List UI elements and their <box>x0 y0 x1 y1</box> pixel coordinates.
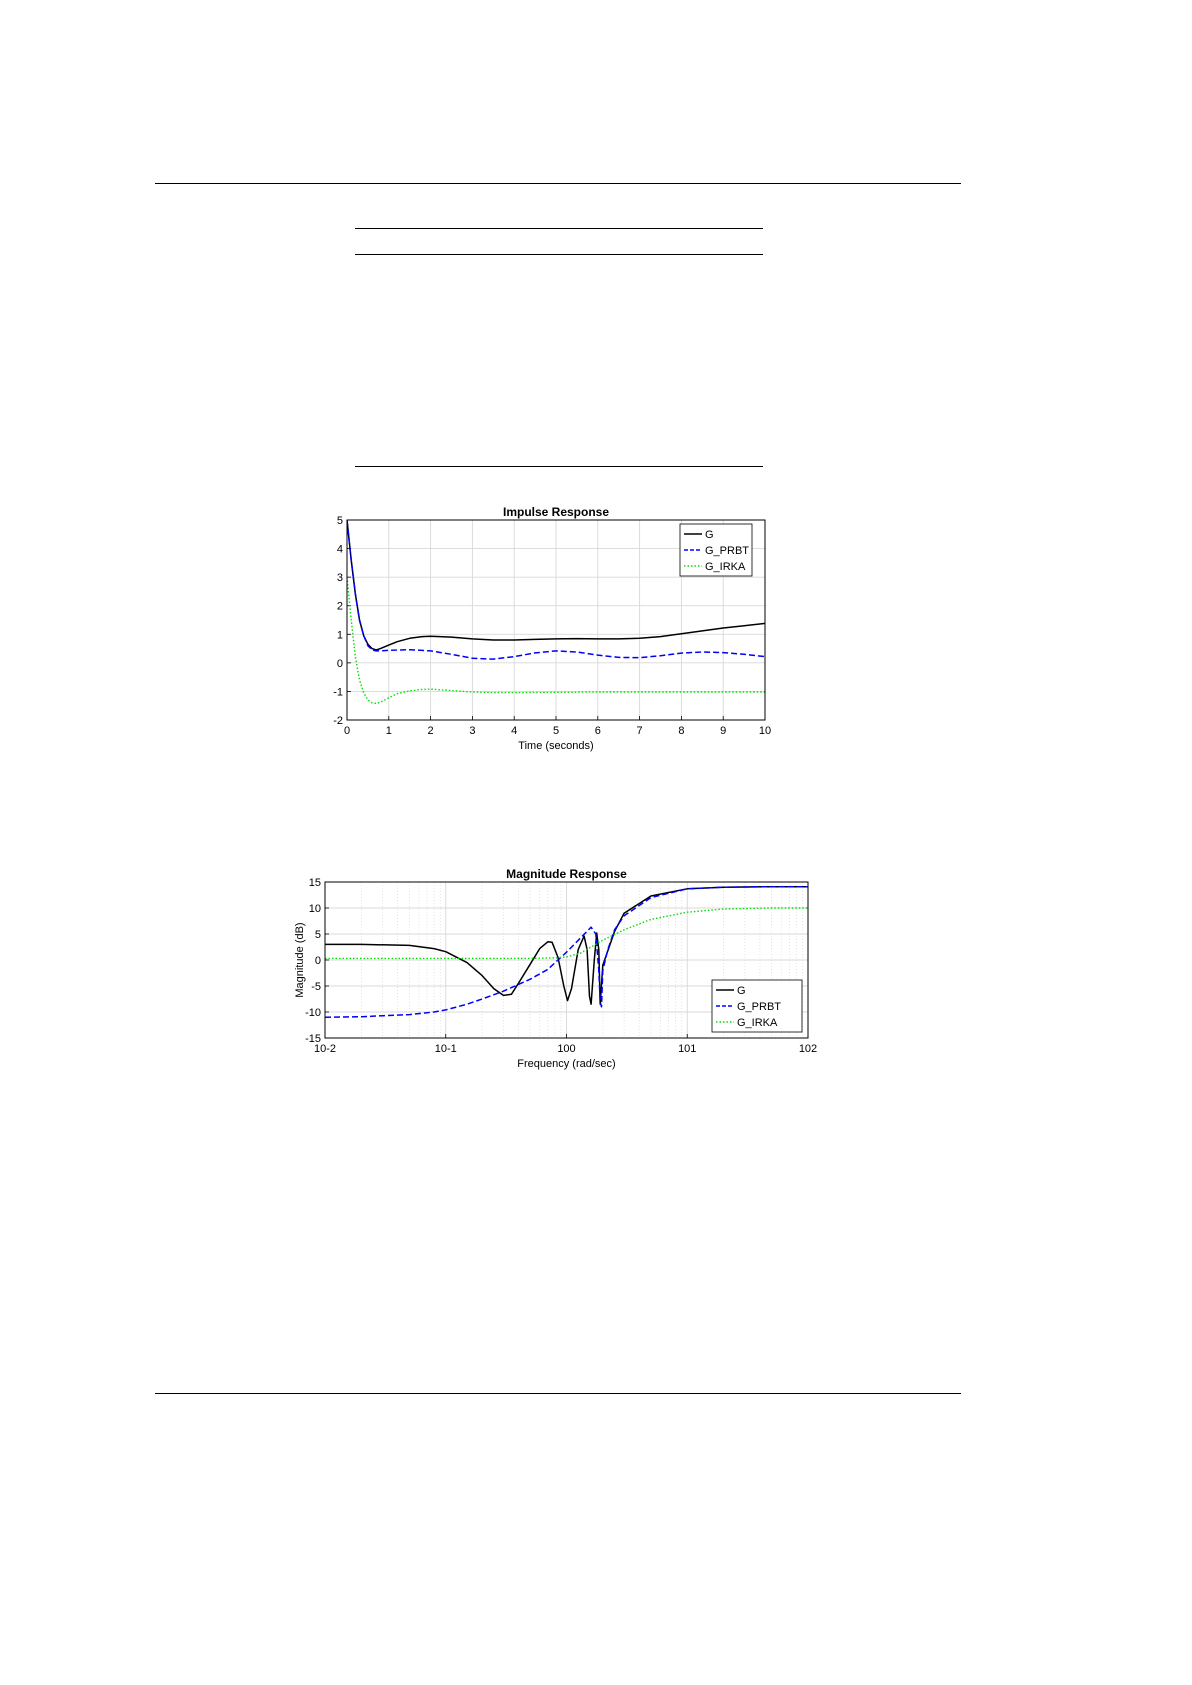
x-tick-label: 8 <box>678 725 684 737</box>
y-tick-label: 1 <box>337 629 343 641</box>
x-axis-label: Time (seconds) <box>518 740 593 752</box>
series-line-g-prbt <box>347 520 765 660</box>
chart-title: Impulse Response <box>503 505 609 519</box>
x-tick-label: 4 <box>511 725 517 737</box>
y-tick-label: 5 <box>337 515 343 527</box>
y-tick-label: 10 <box>309 903 321 915</box>
x-tick-label: 10-2 <box>314 1043 336 1055</box>
table-bottom-rule <box>355 466 763 467</box>
y-tick-label: 4 <box>337 544 343 556</box>
legend-box <box>711 979 803 1033</box>
table-top-rule <box>355 228 763 229</box>
y-tick-label: -15 <box>305 1033 321 1045</box>
y-tick-label: -10 <box>305 1007 321 1019</box>
y-tick-label: -2 <box>333 715 343 727</box>
y-tick-label: 0 <box>315 955 321 967</box>
axes-box <box>346 519 766 721</box>
page-bottom-rule <box>155 1393 961 1394</box>
x-tick-label: 5 <box>553 725 559 737</box>
legend-label: G <box>737 985 746 997</box>
magnitude-response-chart: 10-2 10-1 100 101 102 15 10 5 0 -5 -10 -15 Magnitude… <box>294 867 817 1070</box>
series-line-g <box>347 520 765 651</box>
x-tick-label: 10 <box>759 725 771 737</box>
axes-box <box>324 881 809 1039</box>
x-tick-label: 10-1 <box>435 1043 457 1055</box>
x-tick-label: 9 <box>720 725 726 737</box>
y-tick-label: -1 <box>333 686 343 698</box>
x-tick-label: 3 <box>469 725 475 737</box>
legend-label: G_IRKA <box>705 561 746 573</box>
y-axis-label: Magnitude (dB) <box>294 922 306 997</box>
x-tick-label: 102 <box>799 1043 817 1055</box>
x-tick-label: 6 <box>595 725 601 737</box>
y-tick-label: 15 <box>309 877 321 889</box>
x-tick-label: 0 <box>344 725 350 737</box>
x-axis-label: Frequency (rad/sec) <box>517 1058 615 1070</box>
legend-label: G_IRKA <box>737 1017 778 1029</box>
x-tick-label: 100 <box>557 1043 575 1055</box>
y-tick-label: 3 <box>337 572 343 584</box>
x-tick-label: 7 <box>637 725 643 737</box>
y-tick-label: -5 <box>311 981 321 993</box>
series-line-g-irka <box>325 907 808 960</box>
legend-label: G_PRBT <box>705 545 749 557</box>
legend-label: G_PRBT <box>737 1001 781 1013</box>
x-tick-label: 2 <box>428 725 434 737</box>
legend-label: G <box>705 529 714 541</box>
table-mid-rule <box>355 254 763 255</box>
chart-title: Magnitude Response <box>506 867 627 881</box>
series-line-g-prbt <box>325 885 808 1018</box>
y-tick-label: 2 <box>337 601 343 613</box>
x-tick-label: 101 <box>678 1043 696 1055</box>
x-tick-label: 1 <box>386 725 392 737</box>
y-tick-label: 0 <box>337 658 343 670</box>
y-tick-label: 5 <box>315 929 321 941</box>
page-top-rule <box>155 183 961 184</box>
